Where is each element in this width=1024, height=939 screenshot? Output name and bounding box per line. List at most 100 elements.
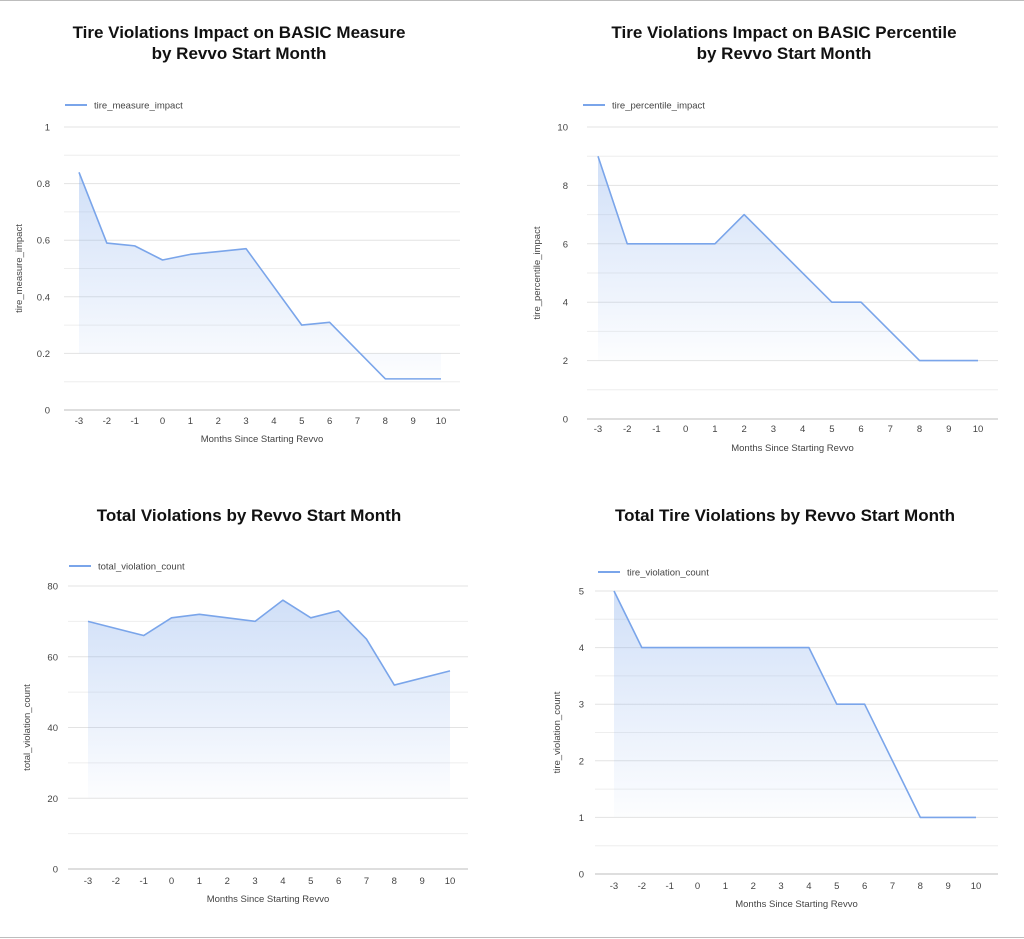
x-tick-label: 8: [383, 416, 388, 427]
y-axis-title: total_violation_count: [22, 684, 33, 771]
x-tick-label: 3: [771, 424, 776, 435]
y-tick-label: 6: [563, 239, 568, 250]
x-tick-label: -2: [623, 424, 631, 435]
x-tick-label: -1: [665, 881, 673, 892]
x-tick-label: 8: [918, 881, 923, 892]
chart-title-line-2: by Revvo Start Month: [697, 44, 872, 63]
x-tick-label: -3: [594, 424, 602, 435]
x-tick-label: 2: [216, 416, 221, 427]
x-tick-label: 3: [252, 876, 257, 887]
x-tick-label: 6: [862, 881, 867, 892]
y-tick-label: 1: [579, 813, 584, 824]
chart-panel-measure: Tire Violations Impact on BASIC Measure b…: [0, 8, 500, 458]
x-tick-label: 2: [742, 424, 747, 435]
y-tick-label: 60: [47, 652, 58, 663]
x-tick-label: 9: [946, 881, 951, 892]
x-tick-label: -2: [638, 881, 646, 892]
frame-top-border: [0, 0, 1024, 1]
y-tick-label: 0.8: [37, 179, 50, 190]
x-tick-label: 4: [280, 876, 285, 887]
y-tick-label: 0: [579, 870, 584, 881]
x-tick-label: 9: [420, 876, 425, 887]
y-axis-title: tire_measure_impact: [14, 224, 25, 313]
chart-total-violations-svg: Total Violations by Revvo Start Month tot…: [22, 506, 468, 905]
y-tick-label: 3: [579, 700, 584, 711]
y-tick-label: 2: [579, 756, 584, 767]
chart-title-line-1: Tire Violations Impact on BASIC Percenti…: [611, 23, 956, 42]
x-axis-title: Months Since Starting Revvo: [201, 434, 324, 445]
x-tick-label: -1: [652, 424, 660, 435]
x-tick-label: 3: [778, 881, 783, 892]
x-tick-label: -1: [139, 876, 147, 887]
x-tick-label: 5: [308, 876, 313, 887]
y-tick-label: 0.6: [37, 236, 50, 247]
x-tick-label: 7: [355, 416, 360, 427]
y-tick-label: 8: [563, 181, 568, 192]
x-tick-label: 1: [723, 881, 728, 892]
legend-label: tire_violation_count: [627, 568, 709, 579]
x-axis-title: Months Since Starting Revvo: [735, 899, 858, 910]
x-tick-label: 0: [160, 416, 165, 427]
legend-label: tire_measure_impact: [94, 101, 183, 112]
x-tick-label: 6: [858, 424, 863, 435]
x-tick-label: 4: [800, 424, 805, 435]
chart-title-line-1: Tire Violations Impact on BASIC Measure: [73, 23, 406, 42]
chart-title-line-1: Total Tire Violations by Revvo Start Mon…: [615, 506, 955, 525]
x-tick-label: 1: [197, 876, 202, 887]
x-tick-label: 6: [336, 876, 341, 887]
x-tick-label: 4: [806, 881, 811, 892]
frame-bottom-border: [0, 937, 1024, 938]
x-axis-title: Months Since Starting Revvo: [207, 894, 330, 905]
y-tick-label: 1: [45, 123, 50, 134]
x-tick-label: 0: [169, 876, 174, 887]
y-tick-label: 0: [563, 415, 568, 426]
x-tick-label: -2: [103, 416, 111, 427]
y-tick-label: 2: [563, 356, 568, 367]
chart-panel-percentile: Tire Violations Impact on BASIC Percenti…: [520, 8, 1024, 458]
x-tick-label: -3: [75, 416, 83, 427]
chart-percentile-svg: Tire Violations Impact on BASIC Percenti…: [532, 23, 998, 454]
x-tick-label: 8: [392, 876, 397, 887]
x-tick-label: 2: [751, 881, 756, 892]
x-tick-label: 3: [243, 416, 248, 427]
chart-tire-violations-svg: Total Tire Violations by Revvo Start Mon…: [552, 506, 998, 910]
y-tick-label: 0: [45, 406, 50, 417]
x-tick-label: 10: [436, 416, 447, 427]
y-tick-label: 80: [47, 582, 58, 593]
x-tick-label: 0: [683, 424, 688, 435]
y-tick-label: 20: [47, 794, 58, 805]
x-tick-label: 1: [712, 424, 717, 435]
x-tick-label: 7: [364, 876, 369, 887]
x-tick-label: 8: [917, 424, 922, 435]
series-line: [87, 599, 451, 686]
x-tick-label: 2: [225, 876, 230, 887]
x-tick-label: 1: [188, 416, 193, 427]
area-fill: [598, 156, 978, 361]
y-axis-title: tire_percentile_impact: [532, 226, 543, 319]
chart-panel-tire-violations: Total Tire Violations by Revvo Start Mon…: [520, 495, 1024, 915]
x-tick-label: 7: [890, 881, 895, 892]
series-line: [78, 171, 441, 380]
y-tick-label: 4: [579, 643, 584, 654]
y-tick-label: 4: [563, 298, 568, 309]
x-tick-label: 0: [695, 881, 700, 892]
x-tick-label: 5: [299, 416, 304, 427]
x-tick-label: -2: [112, 876, 120, 887]
legend-label: total_violation_count: [98, 562, 185, 573]
x-tick-label: 6: [327, 416, 332, 427]
y-axis-title: tire_violation_count: [552, 691, 563, 773]
x-tick-label: 5: [829, 424, 834, 435]
x-tick-label: 7: [888, 424, 893, 435]
x-tick-label: -3: [610, 881, 618, 892]
series-line: [613, 590, 976, 819]
y-tick-label: 0.2: [37, 349, 50, 360]
legend-label: tire_percentile_impact: [612, 101, 705, 112]
y-tick-label: 10: [557, 123, 568, 134]
x-axis-title: Months Since Starting Revvo: [731, 443, 854, 454]
chart-title-line-1: Total Violations by Revvo Start Month: [97, 506, 401, 525]
x-tick-label: 5: [834, 881, 839, 892]
y-tick-label: 40: [47, 723, 58, 734]
chart-measure-svg: Tire Violations Impact on BASIC Measure b…: [14, 23, 460, 445]
x-tick-label: 10: [973, 424, 984, 435]
y-tick-label: 5: [579, 587, 584, 598]
